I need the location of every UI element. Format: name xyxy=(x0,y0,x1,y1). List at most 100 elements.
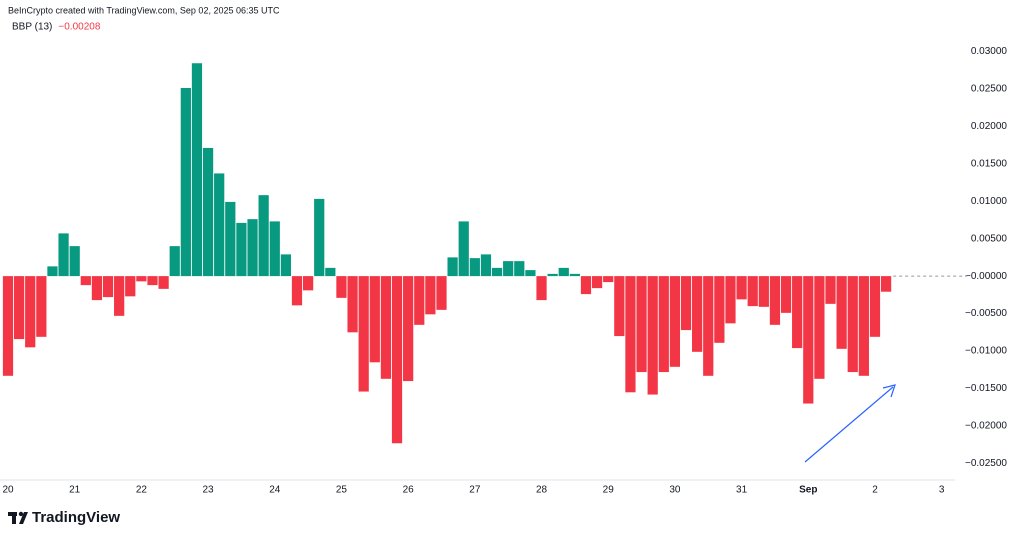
y-tick-label: −0.00000 xyxy=(965,271,1007,282)
x-tick-label: 3 xyxy=(939,485,945,496)
bar xyxy=(136,276,147,282)
bar xyxy=(191,63,203,277)
x-tick-label: 26 xyxy=(403,485,415,496)
y-tick-label: 0.02000 xyxy=(971,121,1008,132)
logo xyxy=(8,511,28,524)
bar xyxy=(447,257,458,277)
x-tick-label: Sep xyxy=(799,485,817,496)
bar xyxy=(591,276,603,289)
x-tick-label: 29 xyxy=(603,485,615,496)
x-tick-label: 25 xyxy=(336,485,348,496)
y-tick-label: −0.02000 xyxy=(965,421,1007,432)
y-tick-label: −0.01000 xyxy=(965,346,1007,357)
bar xyxy=(480,254,492,277)
y-tick-label: −0.01500 xyxy=(965,383,1007,394)
bar xyxy=(258,195,269,277)
bar xyxy=(325,267,336,277)
bar xyxy=(803,276,814,404)
bar xyxy=(169,246,180,277)
x-tick-label: 30 xyxy=(669,485,681,496)
bar xyxy=(58,233,69,277)
bar xyxy=(414,276,425,325)
bar xyxy=(869,276,881,337)
bar xyxy=(658,276,669,373)
x-tick-label: 21 xyxy=(69,485,81,496)
bar xyxy=(725,276,736,324)
x-tick-label: 24 xyxy=(269,485,281,496)
bar xyxy=(669,276,681,367)
bar xyxy=(125,276,136,297)
bar xyxy=(536,276,547,301)
bar xyxy=(680,276,692,331)
bar xyxy=(280,254,291,277)
bar xyxy=(158,276,169,289)
y-tick-label: 0.03000 xyxy=(971,46,1008,57)
y-tick-label: 0.00500 xyxy=(971,233,1008,244)
y-tick-label: 0.01500 xyxy=(971,158,1008,169)
bar xyxy=(403,276,414,382)
bar xyxy=(358,276,369,392)
bar xyxy=(391,276,403,444)
bar xyxy=(47,266,58,277)
bar xyxy=(380,276,392,379)
bar xyxy=(314,198,325,277)
attribution: BeInCrypto created with TradingView.com,… xyxy=(8,5,280,15)
bar xyxy=(547,273,558,277)
bar xyxy=(503,261,514,277)
bar xyxy=(69,246,80,277)
y-tick-label: −0.02500 xyxy=(965,458,1007,469)
bar xyxy=(225,201,236,277)
x-tick-label: 22 xyxy=(136,485,148,496)
bar xyxy=(847,276,858,373)
annotation-arrow xyxy=(804,386,894,463)
bar xyxy=(514,261,525,277)
bar xyxy=(814,276,825,379)
x-tick-label: 20 xyxy=(2,485,14,496)
bar xyxy=(458,221,469,277)
bar xyxy=(747,276,758,307)
bar xyxy=(836,276,847,349)
bar xyxy=(525,270,536,277)
bar xyxy=(469,258,480,277)
x-tick-label: 23 xyxy=(203,485,215,496)
bar xyxy=(80,276,91,286)
bar xyxy=(269,221,280,277)
bar xyxy=(180,87,191,277)
bar xyxy=(569,273,580,277)
bar xyxy=(291,276,303,306)
x-tick-label: 2 xyxy=(872,485,878,496)
bar xyxy=(647,276,658,395)
bar xyxy=(214,173,225,277)
bar xyxy=(236,222,247,277)
indicator-title: BBP (13) xyxy=(12,22,52,33)
bar xyxy=(336,276,347,298)
bar xyxy=(91,276,103,301)
y-tick-label: 0.02500 xyxy=(971,83,1008,94)
bar xyxy=(769,276,781,325)
bar xyxy=(714,276,725,343)
y-tick-label: −0.00500 xyxy=(965,308,1007,319)
bar xyxy=(102,276,114,298)
bar xyxy=(36,276,47,337)
bar xyxy=(369,276,380,363)
bar xyxy=(792,276,803,349)
y-tick-label: 0.01000 xyxy=(971,196,1008,207)
bar xyxy=(2,276,14,376)
bar xyxy=(636,276,647,373)
indicator-value: −0.00208 xyxy=(58,22,100,33)
bar xyxy=(703,276,714,376)
bar xyxy=(14,276,25,340)
bar xyxy=(302,276,314,291)
x-tick-label: 27 xyxy=(469,485,481,496)
bar xyxy=(614,276,625,337)
bar xyxy=(425,276,436,315)
bar xyxy=(880,276,892,292)
x-tick-label: 31 xyxy=(736,485,748,496)
bar xyxy=(603,276,614,283)
annotation-arrowhead xyxy=(882,384,896,398)
bar xyxy=(491,267,503,277)
bar xyxy=(780,276,792,313)
bar xyxy=(247,219,258,277)
bar xyxy=(558,267,569,277)
